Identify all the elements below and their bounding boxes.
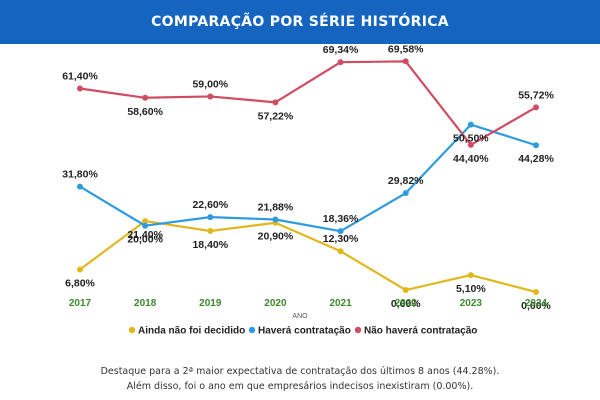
data-point xyxy=(467,272,474,279)
data-point xyxy=(77,183,83,190)
chart-title: COMPARAÇÃO POR SÉRIE HISTÓRICA xyxy=(151,14,449,30)
data-point xyxy=(207,228,214,235)
x-tick-label: 2021 xyxy=(329,298,352,309)
data-label: 21,40% xyxy=(127,229,163,241)
data-point xyxy=(77,266,83,273)
data-label: 69,58% xyxy=(388,44,424,55)
footnote: Destaque para a 2ª maior expectativa de … xyxy=(0,364,600,394)
legend-marker xyxy=(248,326,256,334)
series-line-0 xyxy=(79,219,537,294)
line-chart: 6,80% 21,40% 18,40% 20,90% 12,30% 0,60% 5,10% 0… xyxy=(62,44,554,337)
data-point xyxy=(337,59,344,66)
data-point xyxy=(207,93,214,100)
data-label: 20,90% xyxy=(258,231,294,243)
data-label: 21,88% xyxy=(258,201,294,213)
data-point xyxy=(402,190,409,197)
data-point xyxy=(467,121,474,128)
data-label: 50,50% xyxy=(453,133,489,145)
data-point xyxy=(337,248,344,255)
data-point xyxy=(467,141,474,148)
x-tick-label: 2017 xyxy=(69,298,92,309)
x-tick-label: 2024 xyxy=(525,298,548,309)
x-tick-label: 2019 xyxy=(199,298,222,309)
data-point xyxy=(142,222,149,229)
x-tick-label: 2018 xyxy=(134,298,157,309)
data-point xyxy=(272,216,279,223)
data-point xyxy=(142,94,149,101)
data-point xyxy=(533,104,539,111)
data-point xyxy=(272,99,279,106)
legend-label: Haverá contratação xyxy=(258,326,351,337)
x-tick-label: 2023 xyxy=(460,298,483,309)
legend-marker xyxy=(128,326,136,334)
legend-marker xyxy=(354,326,362,334)
data-label: 44,28% xyxy=(518,153,554,165)
data-label: 0,00% xyxy=(521,300,551,312)
x-tick-label: 2020 xyxy=(264,298,287,309)
data-point xyxy=(402,58,409,65)
data-label: 6,80% xyxy=(65,277,95,289)
data-label: 22,60% xyxy=(192,199,228,211)
data-point xyxy=(533,142,539,149)
data-label: 57,22% xyxy=(258,110,294,122)
x-axis-title: ANO xyxy=(292,313,308,320)
data-label: 12,30% xyxy=(323,233,359,245)
data-point xyxy=(142,218,149,225)
legend-label: Não haverá contratação xyxy=(364,326,477,337)
data-label: 55,72% xyxy=(518,89,554,101)
data-point xyxy=(402,287,409,294)
data-label: 58,60% xyxy=(127,106,163,118)
data-point xyxy=(77,85,83,92)
header-bar: COMPARAÇÃO POR SÉRIE HISTÓRICA xyxy=(0,0,600,44)
data-point xyxy=(533,289,539,295)
data-label: 69,34% xyxy=(323,44,359,56)
footnote-line-1: Destaque para a 2ª maior expectativa de … xyxy=(100,366,500,377)
series-line-1 xyxy=(79,123,537,233)
data-point xyxy=(337,228,344,235)
data-label: 5,10% xyxy=(456,283,486,295)
x-tick-label: 2022 xyxy=(395,298,418,309)
data-label: 0,60% xyxy=(391,298,421,310)
data-label: 20,00% xyxy=(127,234,163,246)
data-label: 44,40% xyxy=(453,153,489,165)
data-label: 29,82% xyxy=(388,175,424,187)
data-label: 31,80% xyxy=(62,169,98,181)
data-label: 18,36% xyxy=(323,213,359,225)
series-line-2 xyxy=(79,60,537,146)
data-label: 18,40% xyxy=(192,239,228,251)
footnote-line-2: Além disso, foi o ano em que empresários… xyxy=(126,381,474,392)
data-point xyxy=(207,214,214,221)
legend-label: Ainda não foi decidido xyxy=(138,326,245,337)
data-label: 61,40% xyxy=(62,71,98,83)
data-label: 59,00% xyxy=(192,78,228,90)
